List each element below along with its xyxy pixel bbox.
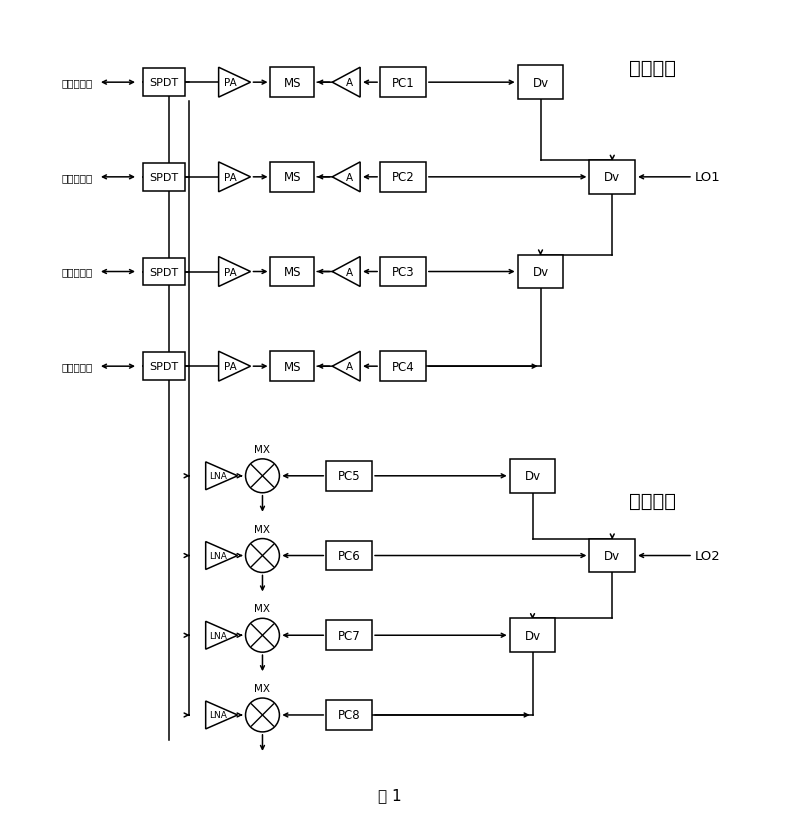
FancyBboxPatch shape — [143, 353, 185, 380]
FancyBboxPatch shape — [590, 539, 635, 573]
FancyBboxPatch shape — [380, 352, 426, 382]
Polygon shape — [332, 257, 360, 287]
Text: LO1: LO1 — [695, 171, 721, 184]
Text: MX: MX — [254, 604, 270, 614]
Text: 与天线相连: 与天线相连 — [62, 172, 93, 182]
Text: Dv: Dv — [533, 266, 549, 278]
Text: MX: MX — [254, 683, 270, 693]
Text: Dv: Dv — [604, 171, 620, 184]
Text: MS: MS — [284, 360, 301, 373]
FancyBboxPatch shape — [143, 69, 185, 97]
Text: PA: PA — [224, 362, 237, 372]
Text: PC3: PC3 — [392, 266, 414, 278]
Polygon shape — [218, 163, 250, 192]
Polygon shape — [218, 69, 250, 98]
FancyBboxPatch shape — [270, 352, 314, 382]
Polygon shape — [206, 462, 238, 490]
Text: A: A — [346, 362, 353, 372]
Text: 与天线相连: 与天线相连 — [62, 78, 93, 88]
Polygon shape — [206, 701, 238, 729]
FancyBboxPatch shape — [270, 163, 314, 192]
FancyBboxPatch shape — [270, 69, 314, 98]
Text: 接收支路: 接收支路 — [630, 492, 676, 511]
FancyBboxPatch shape — [143, 164, 185, 191]
Text: LNA: LNA — [209, 552, 226, 560]
Text: PC8: PC8 — [338, 709, 361, 721]
Text: Dv: Dv — [604, 549, 620, 563]
Text: 与天线相连: 与天线相连 — [62, 268, 93, 278]
FancyBboxPatch shape — [510, 459, 555, 493]
Text: LNA: LNA — [209, 472, 226, 481]
FancyBboxPatch shape — [380, 69, 426, 98]
Text: SPDT: SPDT — [150, 172, 178, 182]
Text: PC1: PC1 — [392, 77, 414, 89]
Text: PC6: PC6 — [338, 549, 361, 563]
Text: 与天线相连: 与天线相连 — [62, 362, 93, 372]
Text: 发射支路: 发射支路 — [630, 59, 676, 78]
FancyBboxPatch shape — [518, 255, 563, 289]
FancyBboxPatch shape — [270, 257, 314, 287]
Text: LNA: LNA — [209, 631, 226, 640]
Text: SPDT: SPDT — [150, 268, 178, 278]
FancyBboxPatch shape — [518, 66, 563, 100]
FancyBboxPatch shape — [143, 258, 185, 286]
Polygon shape — [332, 163, 360, 192]
FancyBboxPatch shape — [326, 541, 372, 571]
FancyBboxPatch shape — [380, 163, 426, 192]
Circle shape — [246, 459, 279, 493]
Text: Dv: Dv — [525, 470, 541, 482]
Text: SPDT: SPDT — [150, 78, 178, 88]
FancyBboxPatch shape — [326, 461, 372, 492]
Text: PA: PA — [224, 268, 237, 278]
Text: MX: MX — [254, 445, 270, 454]
Circle shape — [246, 539, 279, 573]
Text: Dv: Dv — [525, 629, 541, 642]
Text: PC4: PC4 — [392, 360, 414, 373]
Polygon shape — [332, 69, 360, 98]
Text: A: A — [346, 172, 353, 182]
Text: 图 1: 图 1 — [378, 788, 402, 803]
Text: Dv: Dv — [533, 77, 549, 89]
FancyBboxPatch shape — [326, 620, 372, 650]
Text: A: A — [346, 268, 353, 278]
Text: MS: MS — [284, 266, 301, 278]
Polygon shape — [206, 621, 238, 650]
Text: MS: MS — [284, 171, 301, 184]
Text: MS: MS — [284, 77, 301, 89]
FancyBboxPatch shape — [590, 161, 635, 195]
Text: SPDT: SPDT — [150, 362, 178, 372]
FancyBboxPatch shape — [510, 619, 555, 652]
Text: LO2: LO2 — [695, 549, 721, 563]
FancyBboxPatch shape — [380, 257, 426, 287]
Polygon shape — [218, 257, 250, 287]
Polygon shape — [218, 352, 250, 382]
Text: LNA: LNA — [209, 711, 226, 720]
Polygon shape — [332, 352, 360, 382]
FancyBboxPatch shape — [326, 701, 372, 730]
Text: A: A — [346, 78, 353, 88]
Text: PC5: PC5 — [338, 470, 361, 482]
Polygon shape — [206, 542, 238, 570]
Text: PC2: PC2 — [392, 171, 414, 184]
Text: MX: MX — [254, 524, 270, 534]
Text: PA: PA — [224, 172, 237, 182]
Text: PA: PA — [224, 78, 237, 88]
Circle shape — [246, 619, 279, 652]
Text: PC7: PC7 — [338, 629, 361, 642]
Circle shape — [246, 698, 279, 732]
